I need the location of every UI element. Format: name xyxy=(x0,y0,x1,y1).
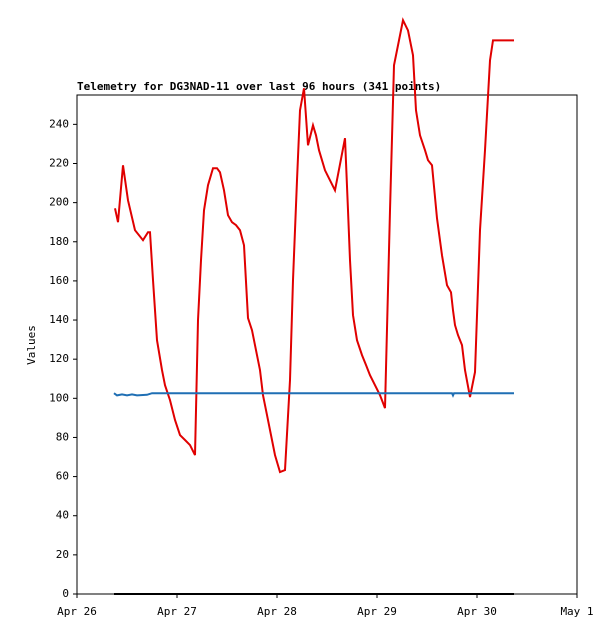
y-tick-label: 200 xyxy=(49,196,69,209)
x-tick-label: Apr 28 xyxy=(257,605,297,618)
series-line xyxy=(114,17,514,474)
y-tick-label: 120 xyxy=(49,352,69,365)
chart-title: Telemetry for DG3NAD-11 over last 96 hou… xyxy=(77,80,441,93)
y-tick-label: 0 xyxy=(62,587,69,600)
y-tick-label: 60 xyxy=(56,470,69,483)
x-tick-label: Apr 27 xyxy=(157,605,197,618)
x-tick-label: May 1 xyxy=(560,605,593,618)
y-tick-label: 40 xyxy=(56,509,69,522)
y-tick-label: 140 xyxy=(49,313,69,326)
y-tick-label: 240 xyxy=(49,117,69,130)
y-tick-label: 80 xyxy=(56,430,69,443)
y-tick-label: 20 xyxy=(56,548,69,561)
x-tick-label: Apr 26 xyxy=(57,605,97,618)
x-tick-label: Apr 30 xyxy=(457,605,497,618)
y-tick-label: 160 xyxy=(49,274,69,287)
y-tick-label: 100 xyxy=(49,391,69,404)
y-tick-label: 220 xyxy=(49,156,69,169)
y-tick-label: 180 xyxy=(49,235,69,248)
y-axis-label: Values xyxy=(25,325,38,365)
plot-frame xyxy=(76,94,578,595)
x-tick-label: Apr 29 xyxy=(357,605,397,618)
series-line xyxy=(113,392,514,398)
